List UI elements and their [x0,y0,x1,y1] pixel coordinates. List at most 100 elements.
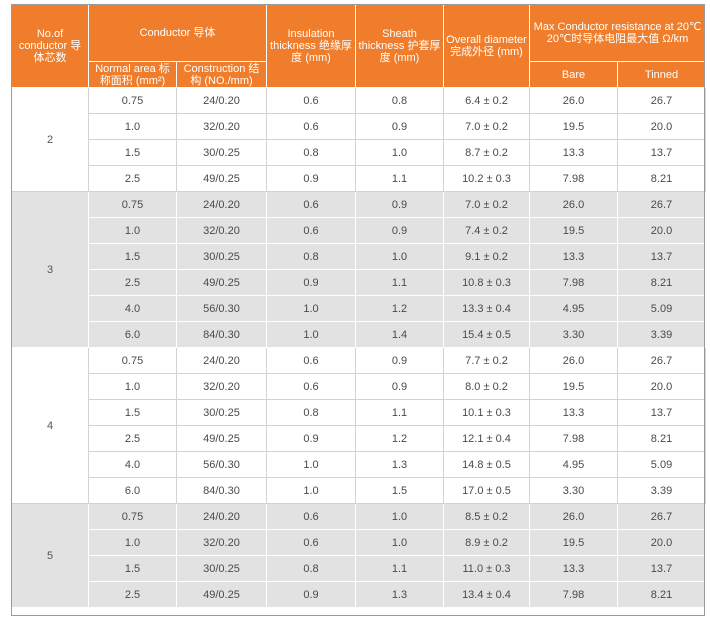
construction-cell: 30/0.25 [176,555,267,582]
sheath-cell: 1.3 [355,451,444,478]
insulation-cell: 0.9 [266,269,356,296]
resistance-bare-cell: 3.30 [529,477,618,504]
insulation-cell: 0.8 [266,243,356,270]
insulation-cell: 0.6 [266,503,356,530]
overall-diameter-cell: 14.8 ± 0.5 [443,451,530,478]
header-overall-diameter: Overall diameter 完成外径 (mm) [443,4,530,88]
resistance-bare-cell: 13.3 [529,243,618,270]
sheath-cell: 1.3 [355,581,444,608]
core-group-3: 3 0.75 24/0.20 0.6 0.9 7.0 ± 0.2 26.0 26.7 1.0 32… [11,191,707,348]
construction-cell: 30/0.25 [176,243,267,270]
sheath-cell: 1.0 [355,529,444,556]
normal-area-cell: 2.5 [88,269,177,296]
overall-diameter-cell: 10.1 ± 0.3 [443,399,530,426]
normal-area-cell: 1.5 [88,399,177,426]
resistance-tinned-cell: 8.21 [616,269,707,296]
table-row: 1.5 30/0.25 0.8 1.0 9.1 ± 0.2 13.3 13.7 [12,243,707,270]
resistance-bare-cell: 4.95 [529,295,618,322]
normal-area-cell: 2.5 [88,425,177,452]
resistance-tinned-cell: 20.0 [616,113,707,140]
insulation-cell: 0.6 [266,113,356,140]
resistance-tinned-cell: 26.7 [616,503,707,530]
insulation-cell: 1.0 [266,295,356,322]
table-row: 1.5 30/0.25 0.8 1.1 10.1 ± 0.3 13.3 13.7 [12,399,707,426]
cores-cell: 3 [11,191,89,348]
table-row: 4 0.75 24/0.20 0.6 0.9 7.7 ± 0.2 26.0 26.7 [11,347,707,504]
normal-area-cell: 2.5 [88,165,177,192]
construction-cell: 30/0.25 [176,399,267,426]
table-row: 1.0 32/0.20 0.6 0.9 7.0 ± 0.2 19.5 20.0 [12,113,707,140]
overall-diameter-cell: 6.4 ± 0.2 [443,87,530,114]
resistance-tinned-cell: 8.21 [616,165,707,192]
insulation-cell: 0.6 [266,347,356,374]
overall-diameter-cell: 8.5 ± 0.2 [443,503,530,530]
normal-area-cell: 0.75 [88,503,177,530]
resistance-bare-cell: 7.98 [529,425,618,452]
construction-cell: 32/0.20 [176,113,267,140]
overall-diameter-cell: 10.8 ± 0.3 [443,269,530,296]
cores-cell: 4 [11,347,89,504]
insulation-cell: 0.9 [266,425,356,452]
overall-diameter-cell: 13.3 ± 0.4 [443,295,530,322]
normal-area-cell: 1.0 [88,529,177,556]
normal-area-cell: 2.5 [88,581,177,608]
sheath-cell: 1.0 [355,503,444,530]
resistance-tinned-cell: 5.09 [616,295,707,322]
header-insulation: Insulation thickness 绝缘厚度 (mm) [266,4,356,88]
construction-cell: 24/0.20 [176,191,267,218]
overall-diameter-cell: 7.0 ± 0.2 [443,113,530,140]
sheath-cell: 0.9 [355,191,444,218]
resistance-tinned-cell: 8.21 [616,581,707,608]
table-row: 1.5 30/0.25 0.8 1.0 8.7 ± 0.2 13.3 13.7 [12,139,707,166]
normal-area-cell: 6.0 [88,477,177,504]
construction-cell: 49/0.25 [176,425,267,452]
sheath-cell: 1.4 [355,321,444,348]
overall-diameter-cell: 8.0 ± 0.2 [443,373,530,400]
overall-diameter-cell: 13.4 ± 0.4 [443,581,530,608]
construction-cell: 32/0.20 [176,217,267,244]
normal-area-cell: 4.0 [88,295,177,322]
resistance-bare-cell: 19.5 [529,373,618,400]
resistance-bare-cell: 13.3 [529,139,618,166]
insulation-cell: 0.6 [266,529,356,556]
insulation-cell: 1.0 [266,321,356,348]
sheath-cell: 1.2 [355,425,444,452]
overall-diameter-cell: 9.1 ± 0.2 [443,243,530,270]
table-row: 4.0 56/0.30 1.0 1.2 13.3 ± 0.4 4.95 5.09 [12,295,707,322]
cores-cell: 5 [11,503,89,608]
cable-spec-table: No.of conductor 导体芯数 Conductor 导体 Insula… [11,4,707,608]
header-conductor-group: Conductor 导体 [88,4,267,62]
resistance-tinned-cell: 20.0 [616,529,707,556]
overall-diameter-cell: 8.9 ± 0.2 [443,529,530,556]
resistance-tinned-cell: 13.7 [616,555,707,582]
table-row: 1.0 32/0.20 0.6 0.9 8.0 ± 0.2 19.5 20.0 [12,373,707,400]
header-tinned: Tinned [616,61,707,88]
resistance-bare-cell: 26.0 [529,347,618,374]
normal-area-cell: 1.0 [88,373,177,400]
resistance-tinned-cell: 3.39 [616,477,707,504]
normal-area-cell: 0.75 [88,191,177,218]
resistance-bare-cell: 7.98 [529,581,618,608]
insulation-cell: 0.9 [266,165,356,192]
resistance-tinned-cell: 13.7 [616,139,707,166]
header-cores: No.of conductor 导体芯数 [11,4,89,88]
resistance-bare-cell: 26.0 [529,503,618,530]
construction-cell: 56/0.30 [176,295,267,322]
normal-area-cell: 1.5 [88,139,177,166]
insulation-cell: 0.6 [266,87,356,114]
resistance-bare-cell: 7.98 [529,165,618,192]
sheath-cell: 1.2 [355,295,444,322]
core-group-4: 4 0.75 24/0.20 0.6 0.9 7.7 ± 0.2 26.0 26.7 1.0 32… [11,347,707,504]
header-sheath: Sheath thickness 护套厚度 (mm) [355,4,444,88]
table-row: 1.0 32/0.20 0.6 0.9 7.4 ± 0.2 19.5 20.0 [12,217,707,244]
table-row: 6.0 84/0.30 1.0 1.5 17.0 ± 0.5 3.30 3.39 [12,477,707,504]
normal-area-cell: 1.5 [88,243,177,270]
resistance-tinned-cell: 3.39 [616,321,707,348]
table-row: 2.5 49/0.25 0.9 1.3 13.4 ± 0.4 7.98 8.21 [12,581,707,608]
construction-cell: 84/0.30 [176,477,267,504]
sheath-cell: 1.1 [355,269,444,296]
sheath-cell: 0.9 [355,347,444,374]
header-bare: Bare [529,61,618,88]
resistance-tinned-cell: 26.7 [616,191,707,218]
resistance-tinned-cell: 20.0 [616,373,707,400]
